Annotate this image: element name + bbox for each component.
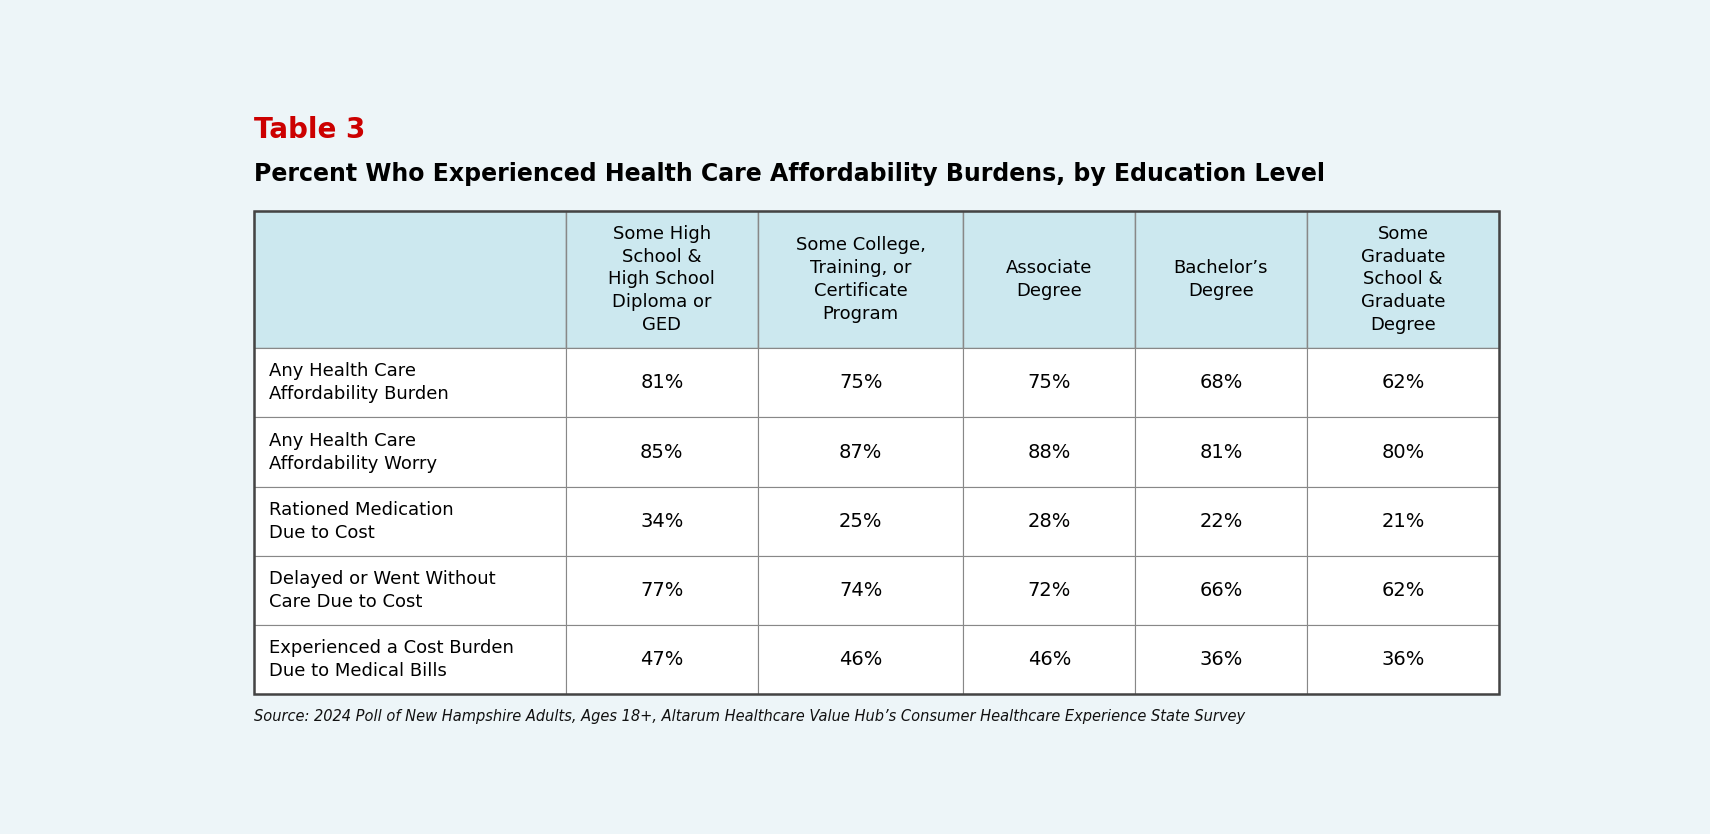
Text: Bachelor’s
Degree: Bachelor’s Degree (1173, 259, 1269, 300)
Text: Any Health Care
Affordability Worry: Any Health Care Affordability Worry (270, 432, 438, 473)
Text: 36%: 36% (1199, 650, 1243, 669)
Text: 46%: 46% (1028, 650, 1070, 669)
Bar (1135, 418, 1306, 487)
Bar (963, 349, 1135, 418)
Bar (758, 555, 963, 625)
Bar (963, 487, 1135, 555)
Text: 87%: 87% (840, 443, 882, 461)
Text: Source: 2024 Poll of New Hampshire Adults, Ages 18+, Altarum Healthcare Value Hu: Source: 2024 Poll of New Hampshire Adult… (253, 709, 1245, 724)
Text: 81%: 81% (640, 374, 684, 393)
Text: 36%: 36% (1382, 650, 1424, 669)
Bar (1135, 555, 1306, 625)
Text: Percent Who Experienced Health Care Affordability Burdens, by Education Level: Percent Who Experienced Health Care Affo… (253, 163, 1325, 186)
Text: 81%: 81% (1199, 443, 1243, 461)
Bar (1306, 418, 1500, 487)
Bar (566, 418, 758, 487)
Text: Rationed Medication
Due to Cost: Rationed Medication Due to Cost (270, 500, 455, 541)
Text: 25%: 25% (840, 512, 882, 530)
Bar (253, 210, 1500, 694)
Text: 68%: 68% (1199, 374, 1243, 393)
Text: 72%: 72% (1028, 580, 1070, 600)
Bar (1306, 625, 1500, 694)
Text: 77%: 77% (640, 580, 684, 600)
Bar (963, 210, 1135, 349)
Text: 62%: 62% (1382, 374, 1424, 393)
Bar (1306, 349, 1500, 418)
Text: Some
Graduate
School &
Graduate
Degree: Some Graduate School & Graduate Degree (1361, 224, 1445, 334)
Bar (758, 210, 963, 349)
Text: Any Health Care
Affordability Burden: Any Health Care Affordability Burden (270, 363, 450, 404)
Bar (253, 555, 566, 625)
Bar (1135, 487, 1306, 555)
Text: 46%: 46% (840, 650, 882, 669)
Text: Associate
Degree: Associate Degree (1005, 259, 1093, 300)
Bar (758, 349, 963, 418)
Text: Delayed or Went Without
Care Due to Cost: Delayed or Went Without Care Due to Cost (270, 570, 496, 610)
Text: 75%: 75% (1028, 374, 1070, 393)
Text: 62%: 62% (1382, 580, 1424, 600)
Bar (253, 349, 566, 418)
Text: 75%: 75% (840, 374, 882, 393)
Bar (1306, 210, 1500, 349)
Bar (253, 487, 566, 555)
Bar (253, 418, 566, 487)
Bar (253, 625, 566, 694)
Text: 88%: 88% (1028, 443, 1070, 461)
Bar (758, 625, 963, 694)
Bar (566, 625, 758, 694)
Bar (963, 418, 1135, 487)
Text: 74%: 74% (840, 580, 882, 600)
Bar (758, 418, 963, 487)
Text: 66%: 66% (1199, 580, 1243, 600)
Bar (566, 487, 758, 555)
Bar (1135, 625, 1306, 694)
Bar (566, 555, 758, 625)
Bar (566, 210, 758, 349)
Text: Table 3: Table 3 (253, 116, 364, 144)
Bar (1306, 487, 1500, 555)
Bar (1306, 555, 1500, 625)
Bar (963, 555, 1135, 625)
Text: Some College,
Training, or
Certificate
Program: Some College, Training, or Certificate P… (795, 236, 925, 323)
Text: 85%: 85% (640, 443, 684, 461)
Text: 47%: 47% (640, 650, 684, 669)
Text: Experienced a Cost Burden
Due to Medical Bills: Experienced a Cost Burden Due to Medical… (270, 639, 515, 680)
Text: Some High
School &
High School
Diploma or
GED: Some High School & High School Diploma o… (609, 224, 715, 334)
Bar (758, 487, 963, 555)
Bar (566, 349, 758, 418)
Bar (1135, 349, 1306, 418)
Bar (1135, 210, 1306, 349)
Text: 21%: 21% (1382, 512, 1424, 530)
Text: 80%: 80% (1382, 443, 1424, 461)
Bar (963, 625, 1135, 694)
Text: 34%: 34% (640, 512, 684, 530)
Text: 28%: 28% (1028, 512, 1070, 530)
Bar (253, 210, 566, 349)
Text: 22%: 22% (1199, 512, 1243, 530)
